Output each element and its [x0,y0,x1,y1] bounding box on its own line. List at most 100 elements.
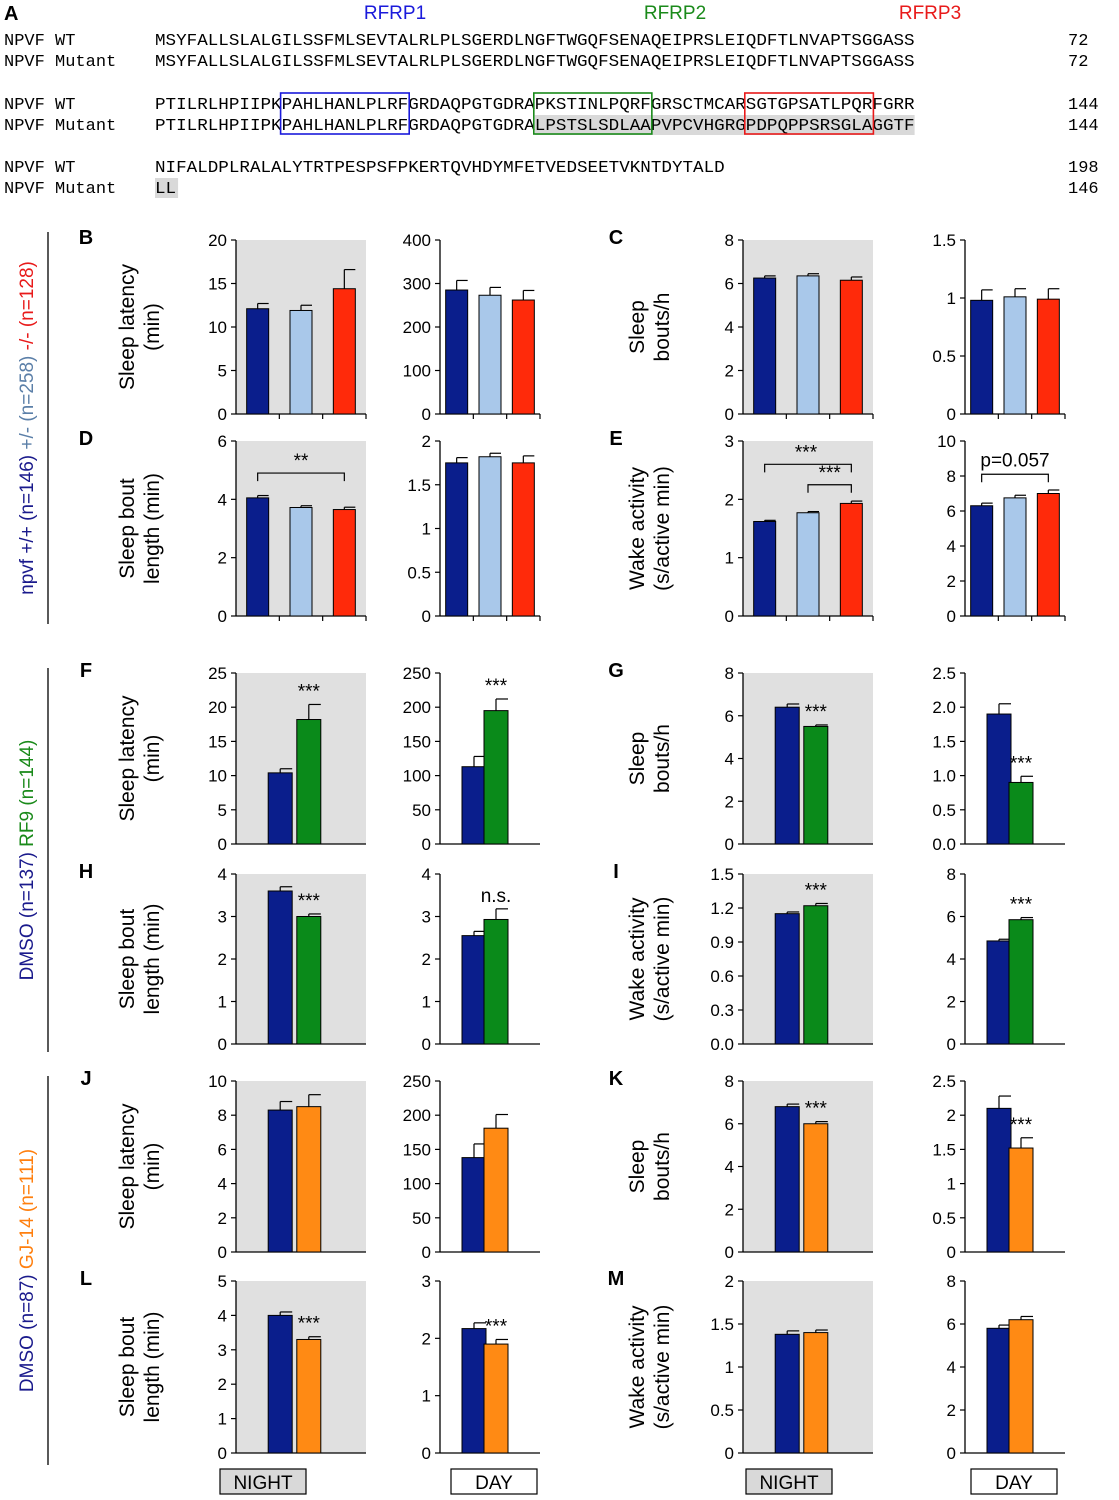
significance-label: *** [805,1099,828,1120]
y-tick-label: 2.0 [932,698,956,717]
y-tick-label: 10 [937,432,956,451]
y-axis-label: Sleep boutlength (min) [116,904,164,1015]
y-axis-label: Sleep boutlength (min) [116,1312,164,1423]
bar [839,502,863,617]
bar [986,1107,1012,1253]
bar [774,1106,800,1253]
panel-label-C: C [609,227,623,249]
y-tick-label: 2 [947,572,956,591]
significance-label: *** [298,681,321,702]
y-axis-label-line: Sleep [626,1140,649,1194]
y-tick-label: 0 [725,1444,734,1463]
y-tick-label: 2 [725,490,734,509]
bar [1036,493,1060,617]
y-axis-label-line: Wake activity [626,897,649,1020]
bar [478,294,502,415]
phase-label-text: DAY [475,1473,513,1494]
bar [461,1157,487,1253]
y-axis-label: Sleep latency(min) [116,263,164,390]
y-tick-label: 6 [725,1115,734,1134]
bar [332,288,356,415]
y-tick-label: 5 [218,362,227,381]
y-tick-label: 1 [947,1175,956,1194]
panel-I: I Wake activity(s/active min) 0.0 0.3 0.6 0.9… [613,861,1065,1054]
panel-G: G Sleepbouts/h 0 2 4 6 8 *** 0.0 0.5 1.0 1.5 2.0 2.5 *… [608,660,1065,854]
y-tick-label: 200 [403,698,431,717]
panel-label-K: K [609,1068,624,1090]
bar [289,507,313,617]
bar [1008,919,1034,1045]
night-subplot: 0 2 4 6 8 [725,231,874,424]
y-tick-label: 4 [725,318,734,337]
bar [289,309,313,415]
phase-label-night: NIGHT [219,1468,307,1495]
sequence-position: 144 [1068,117,1099,136]
bar [267,1314,293,1454]
significance-label: ** [294,451,309,472]
sequence-residues: PTILRLHPIIPKPAHLHANLPLRFGRDAQPGTGDRALPST… [155,117,915,136]
phase-label-text: DAY [995,1473,1033,1494]
y-tick-label: 0 [725,1243,734,1262]
y-tick-label: 2 [725,362,734,381]
sequence-row-label: NPVF WT [4,32,75,51]
bar [1008,781,1034,845]
y-tick-label: 1.5 [932,732,956,751]
day-subplot: 0 1 2 3 *** [422,1272,540,1463]
y-axis-label-line: Sleep latency [116,263,139,390]
y-tick-label: 0 [422,607,431,626]
y-axis-label-line: Sleep latency [116,1103,139,1230]
sequence-position: 144 [1068,96,1099,115]
panel-label-J: J [80,1068,91,1090]
y-tick-label: 6 [947,1315,956,1334]
y-tick-label: 1.0 [932,767,956,786]
group-legend-entry: -/- (n=128) [17,261,38,356]
significance-label: *** [819,463,842,484]
bar [332,509,356,617]
y-tick-label: 2 [422,432,431,451]
panel-label-D: D [79,428,93,450]
panel-D: D Sleep boutlength (min) 0 2 4 6 ** 0 0.5 1 1.5 2 [79,428,541,626]
day-subplot: 0 2 4 6 8 [947,1272,1065,1463]
y-tick-label: 100 [403,767,431,786]
sequence-residues: MSYFALLSLALGILSSFMLSEVTALRLPLSGERDLNGFTW… [155,53,915,72]
night-subplot: 0.0 0.3 0.6 0.9 1.2 1.5 *** [710,865,873,1054]
y-tick-label: 1 [422,993,431,1012]
panel-label-E: E [609,428,622,450]
y-tick-label: 15 [208,732,227,751]
phase-label-day: DAY [970,1468,1058,1495]
y-tick-label: 150 [403,732,431,751]
y-tick-label: 2.5 [932,664,956,683]
y-tick-label: 0 [947,1444,956,1463]
y-tick-label: 0.5 [932,801,956,820]
bar [483,1127,509,1253]
y-tick-label: 0 [218,1035,227,1054]
bar [296,719,322,845]
phase-label-night: NIGHT [745,1468,833,1495]
y-tick-label: 4 [218,865,227,884]
panel-F: F Sleep latency(min) 0 5 10 15 20 25 *** 0 50 100 15… [80,660,540,854]
y-tick-label: 1.5 [932,1140,956,1159]
y-axis-label-line: Sleep bout [116,1317,139,1418]
y-tick-label: 2 [725,1200,734,1219]
bar [796,512,820,617]
y-axis-label: Wake activity(s/active min) [626,897,674,1022]
y-tick-label: 10 [208,767,227,786]
y-tick-label: 1 [218,993,227,1012]
night-subplot: 0 2 4 6 8 *** [725,1072,873,1262]
night-subplot: 0 0.5 1 1.5 2 [710,1272,873,1463]
frameshift-highlight [534,115,915,135]
y-tick-label: 6 [218,1140,227,1159]
significance-label: *** [1010,753,1033,774]
sequence-residues: LL [155,180,176,199]
night-subplot: 0 5 10 15 20 25 *** [208,664,366,854]
y-axis-label: Sleep boutlength (min) [116,473,164,584]
y-tick-label: 400 [403,231,431,250]
bar [1008,1319,1034,1454]
y-tick-label: 0.0 [932,835,956,854]
bar [296,916,322,1045]
y-tick-label: 10 [208,318,227,337]
